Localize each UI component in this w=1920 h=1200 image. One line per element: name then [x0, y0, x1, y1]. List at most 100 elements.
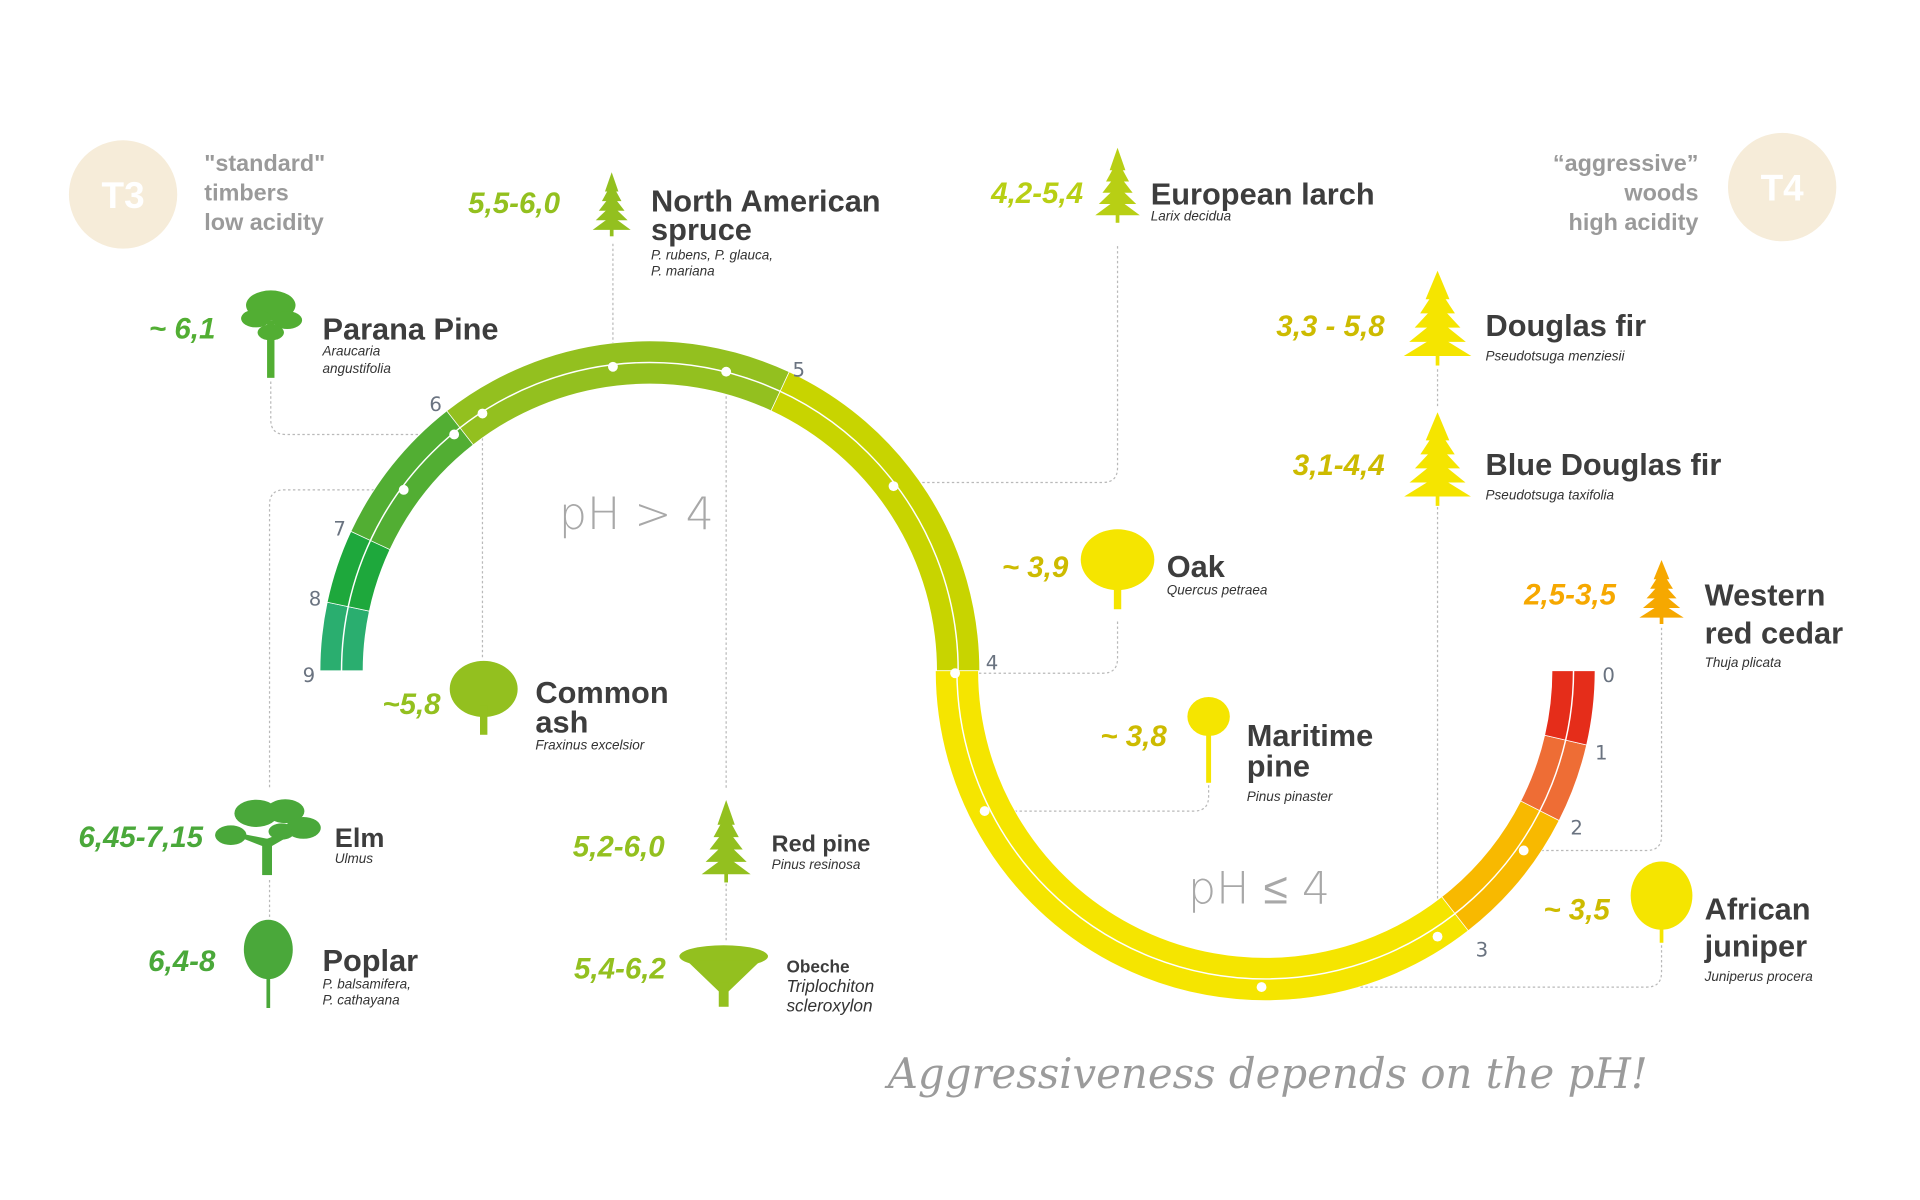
- ph-range-value: ~ 3,8: [1100, 720, 1167, 753]
- t3-badge-label: T3: [102, 175, 145, 216]
- ph-tick-1: 1: [1595, 741, 1608, 764]
- arc-centerline-upper: [340, 361, 959, 671]
- ph-segment-1-0: [1544, 670, 1596, 746]
- species-name: Obeche: [786, 956, 849, 976]
- conifer-tree-icon: [592, 172, 631, 237]
- ph-marker-dot: [398, 484, 409, 495]
- ph-segment-6-5: [446, 340, 790, 446]
- species-latin-name: Pseudotsuga taxifolia: [1486, 488, 1615, 503]
- species-latin-name: Araucaria: [321, 344, 380, 359]
- ph-marker-dot: [1518, 845, 1529, 856]
- species-douglas-fir: 3,3 - 5,8 Douglas fir Pseudotsuga menziesi…: [1276, 270, 1646, 366]
- ph-marker-dot: [721, 366, 732, 377]
- species-name: Elm: [335, 822, 385, 853]
- ph-marker-dot: [449, 429, 460, 440]
- species-latin-name: Quercus petraea: [1167, 582, 1268, 597]
- fir-tree-icon: [1403, 270, 1472, 366]
- ph-markers: [398, 361, 1529, 992]
- conifer-tree-icon: [701, 800, 751, 883]
- species-latin-name: Pinus pinaster: [1247, 789, 1333, 804]
- species-name: Parana Pine: [322, 312, 498, 347]
- ph-tick-3: 3: [1476, 938, 1489, 961]
- umbrella-tree-icon: [679, 945, 768, 1007]
- ph-range-value: 6,45-7,15: [78, 821, 203, 854]
- connector-line: [955, 621, 1119, 674]
- connector-line: [1261, 945, 1663, 988]
- ph-segment-9-8: [319, 601, 370, 672]
- species-latin-name: Pinus resinosa: [772, 857, 861, 872]
- ph-tick-6: 6: [429, 393, 442, 416]
- ph-range-value: ~5,8: [382, 688, 441, 721]
- species-name: ash: [535, 704, 588, 739]
- elm-tree-icon: [215, 799, 321, 876]
- species-latin-name: Triplochiton: [786, 976, 874, 996]
- connector-line: [270, 381, 455, 436]
- ph-tick-5: 5: [793, 359, 806, 382]
- species-latin-name: Fraxinus excelsior: [535, 738, 644, 753]
- connector-lines: [268, 243, 1663, 988]
- ph-tick-8: 8: [309, 588, 322, 611]
- ph-range-value: ~ 6,1: [149, 312, 215, 345]
- cedar-tree-icon: [1639, 560, 1684, 624]
- araucaria-tree-icon: [241, 290, 303, 378]
- ph-tick-0: 0: [1602, 664, 1615, 687]
- ph-marker-dot: [477, 408, 488, 419]
- ph-range-value: 5,2-6,0: [573, 831, 665, 864]
- ph-tick-9: 9: [303, 664, 316, 687]
- poplar-tree-icon: [243, 919, 293, 1008]
- species-name: Poplar: [322, 943, 418, 978]
- species-name: Oak: [1167, 549, 1226, 584]
- connector-line: [984, 785, 1210, 812]
- larch-tree-icon: [1095, 147, 1140, 223]
- species-latin-name: Juniperus procera: [1704, 969, 1814, 984]
- species-name: Blue Douglas fir: [1486, 447, 1722, 482]
- t4-line-2: woods: [1623, 180, 1698, 206]
- connector-line: [893, 246, 1119, 484]
- ph-marker-dot: [979, 806, 990, 816]
- species-name: red cedar: [1705, 616, 1843, 651]
- tagline: Aggressiveness depends on the pH!: [884, 1049, 1648, 1098]
- species-latin-name: P. balsamifera,: [322, 976, 410, 991]
- ph-range-value: ~ 3,5: [1543, 893, 1610, 926]
- region-label-lower: pH ≤ 4: [1188, 863, 1330, 914]
- species-latin-name: scleroxylon: [786, 996, 872, 1016]
- species-name: European larch: [1151, 176, 1375, 211]
- t4-badge: [1728, 132, 1837, 242]
- species-name: North American: [651, 184, 881, 219]
- ph-range-value: 6,4-8: [148, 945, 216, 978]
- t4-line-3: high acidity: [1569, 209, 1699, 235]
- species-latin-name: Larix decidua: [1151, 208, 1232, 223]
- species-name: pine: [1247, 749, 1310, 784]
- ph-marker-dot: [950, 668, 960, 679]
- ph-segment-3-2: [1441, 800, 1560, 932]
- ph-marker-dot: [1256, 982, 1267, 992]
- ph-tick-labels: 9 8 7 6 5 4 3 2 1 0: [303, 359, 1615, 962]
- juniper-tree-icon: [1630, 861, 1693, 943]
- ph-range-value: 3,1-4,4: [1293, 449, 1385, 482]
- arc-centerline-lower: [956, 670, 1575, 980]
- ph-tick-7: 7: [333, 517, 346, 540]
- t3-line-1: "standard": [204, 150, 325, 176]
- species-name: Red pine: [772, 831, 871, 857]
- species-latin-name: Ulmus: [335, 851, 374, 866]
- ph-segment-5-4: [770, 371, 981, 672]
- ph-scale-arc: [319, 340, 1596, 1001]
- species-name: African: [1705, 891, 1811, 926]
- ph-range-value: 3,3 - 5,8: [1276, 310, 1385, 343]
- species-name: juniper: [1704, 928, 1808, 963]
- species-blue-douglas-fir: 3,1-4,4 Blue Douglas fir Pseudotsuga taxif…: [1293, 412, 1722, 506]
- t3-header: T3 "standard" timbers low acidity: [68, 140, 325, 249]
- species-name: Common: [535, 675, 668, 710]
- species-latin-name: angustifolia: [322, 361, 391, 376]
- oak-tree-icon: [1080, 529, 1155, 610]
